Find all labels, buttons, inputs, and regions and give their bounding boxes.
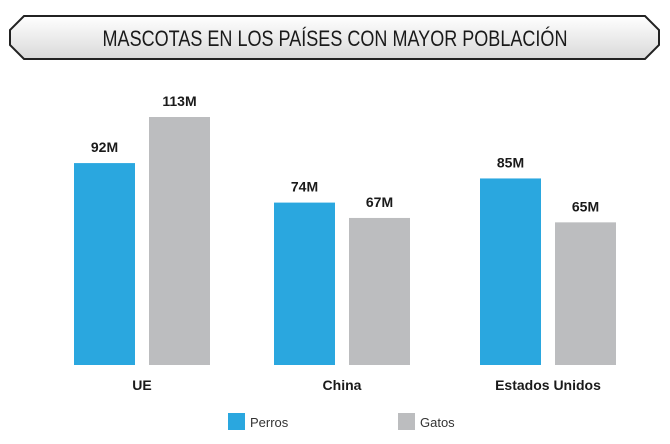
legend-swatch-perros [228, 413, 245, 430]
bars: 92M 113M 74M 67M 85M 65M [74, 93, 616, 365]
data-label-perros-1: 74M [291, 179, 318, 195]
legend-label-gatos: Gatos [420, 415, 455, 430]
data-label-gatos-1: 67M [366, 194, 393, 210]
category-label-1: China [323, 377, 362, 393]
bar-gatos-2 [555, 222, 616, 365]
title-banner: MASCOTAS EN LOS PAÍSES CON MAYOR POBLACI… [9, 15, 660, 60]
bar-perros-1 [274, 202, 335, 365]
data-label-perros-2: 85M [497, 154, 524, 170]
chart-title: MASCOTAS EN LOS PAÍSES CON MAYOR POBLACI… [103, 26, 568, 51]
legend-swatch-gatos [398, 413, 415, 430]
bar-perros-0 [74, 163, 135, 365]
category-labels: UE China Estados Unidos [132, 377, 601, 393]
legend: Perros Gatos [228, 413, 455, 430]
legend-item-perros: Perros [228, 413, 289, 430]
legend-item-gatos: Gatos [398, 413, 455, 430]
data-label-gatos-2: 65M [572, 198, 599, 214]
bar-gatos-0 [149, 117, 210, 365]
category-label-2: Estados Unidos [495, 377, 601, 393]
bar-perros-2 [480, 178, 541, 365]
bar-gatos-1 [349, 217, 410, 365]
data-label-gatos-0: 113M [162, 93, 196, 109]
data-label-perros-0: 92M [91, 139, 118, 155]
legend-label-perros: Perros [250, 415, 289, 430]
category-label-0: UE [132, 377, 151, 393]
